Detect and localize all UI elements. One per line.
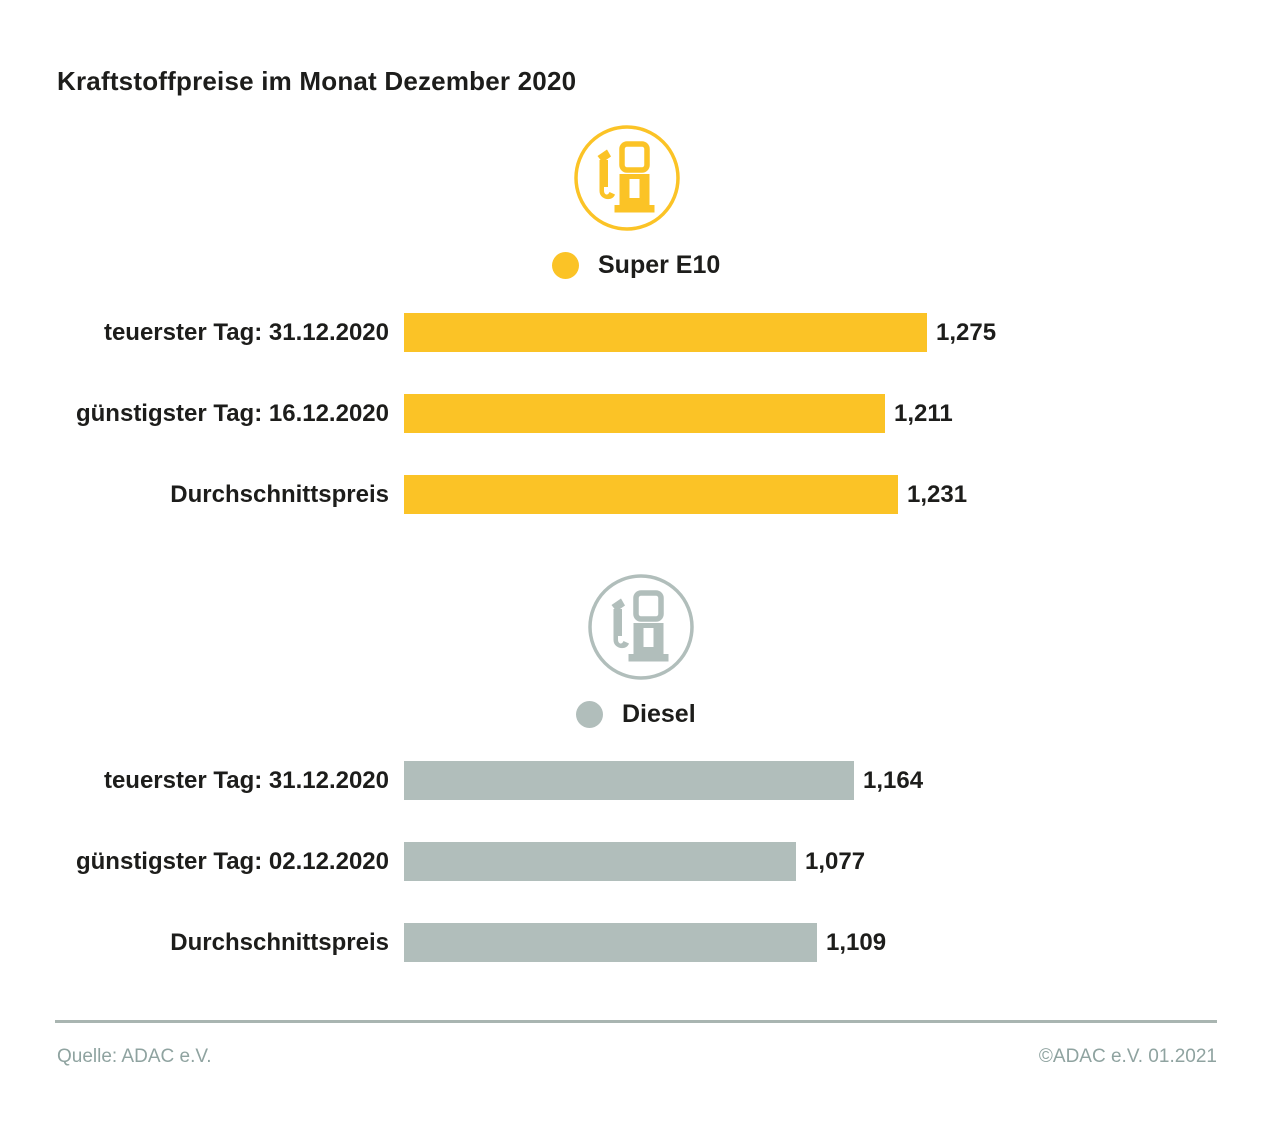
legend-super-e10: Super E10 <box>552 251 720 279</box>
bar-value: 1,109 <box>826 928 887 956</box>
bar-row: teuerster Tag: 31.12.2020 1,164 <box>0 761 1280 800</box>
bar-label: günstigster Tag: 16.12.2020 <box>75 399 389 427</box>
bar-label: Durchschnittspreis <box>170 480 389 508</box>
bar-guenstigster-tag <box>404 394 885 433</box>
bar-teuerster-tag <box>404 761 854 800</box>
fuel-pump-icon <box>586 572 696 682</box>
bar-label: teuerster Tag: 31.12.2020 <box>103 318 389 346</box>
legend-label: Diesel <box>622 699 696 728</box>
bar-value: 1,077 <box>805 847 866 875</box>
bar-row: Durchschnittspreis 1,231 <box>0 475 1280 514</box>
bar-durchschnittspreis <box>404 475 898 514</box>
bar-value: 1,231 <box>907 480 968 508</box>
diesel-bars: teuerster Tag: 31.12.2020 1,164 günstigs… <box>0 761 1280 962</box>
bar-label: günstigster Tag: 02.12.2020 <box>75 847 389 875</box>
legend-dot <box>576 700 603 728</box>
bar-label: teuerster Tag: 31.12.2020 <box>103 766 389 794</box>
bar-durchschnittspreis <box>404 923 817 962</box>
bar-guenstigster-tag <box>404 842 796 881</box>
bar-value: 1,164 <box>863 766 924 794</box>
bar-row: Durchschnittspreis 1,109 <box>0 923 1280 962</box>
bar-row: teuerster Tag: 31.12.2020 1,275 <box>0 313 1280 352</box>
copyright-notice: ©ADAC e.V. 01.2021 <box>1038 1046 1217 1067</box>
super-e10-bars: teuerster Tag: 31.12.2020 1,275 günstigs… <box>0 313 1280 514</box>
legend-dot <box>552 251 579 279</box>
bar-row: günstigster Tag: 02.12.2020 1,077 <box>0 842 1280 881</box>
footer-divider <box>55 1020 1217 1023</box>
fuel-pump-icon <box>572 123 682 233</box>
bar-value: 1,275 <box>936 318 997 346</box>
bar-teuerster-tag <box>404 313 927 352</box>
bar-value: 1,211 <box>894 399 953 427</box>
bar-label: Durchschnittspreis <box>170 928 389 956</box>
page-title: Kraftstoffpreise im Monat Dezember 2020 <box>57 66 577 97</box>
legend-label: Super E10 <box>598 250 721 279</box>
bar-row: günstigster Tag: 16.12.2020 1,211 <box>0 394 1280 433</box>
legend-diesel: Diesel <box>576 700 696 728</box>
source-credit: Quelle: ADAC e.V. <box>57 1046 212 1067</box>
